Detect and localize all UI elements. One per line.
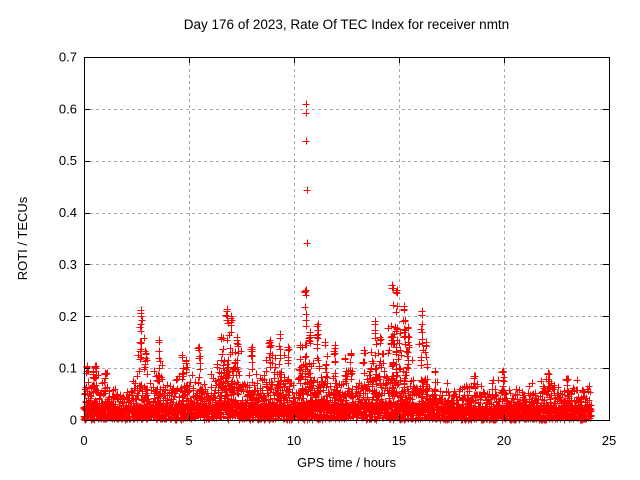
y-axis-label: ROTI / TECUs [15, 196, 30, 280]
y-tick-label: 0.5 [59, 153, 77, 168]
y-tick-label: 0 [70, 413, 77, 428]
x-tick-label: 0 [80, 433, 87, 448]
y-tick-label: 0.7 [59, 50, 77, 65]
x-tick-label: 15 [392, 433, 406, 448]
scatter-spike-markers [82, 100, 572, 400]
y-tick-labels: 0 0.1 0.2 0.3 0.4 0.5 0.6 0.7 [59, 50, 77, 428]
x-tick-label: 10 [287, 433, 301, 448]
y-tick-label: 0.2 [59, 309, 77, 324]
x-tick-labels: 0 5 10 15 20 25 [80, 433, 616, 448]
x-tick-label: 25 [602, 433, 616, 448]
y-tick-label: 0.4 [59, 205, 77, 220]
x-axis-label: GPS time / hours [297, 455, 396, 470]
x-tick-label: 20 [497, 433, 511, 448]
gridlines [84, 57, 609, 420]
chart-title: Day 176 of 2023, Rate Of TEC Index for r… [184, 17, 509, 32]
y-tick-label: 0.3 [59, 257, 77, 272]
plot-border [84, 57, 610, 421]
y-tick-label: 0.1 [59, 361, 77, 376]
y-tick-label: 0.6 [59, 101, 77, 116]
x-tick-label: 5 [185, 433, 192, 448]
scatter-points [80, 100, 595, 424]
